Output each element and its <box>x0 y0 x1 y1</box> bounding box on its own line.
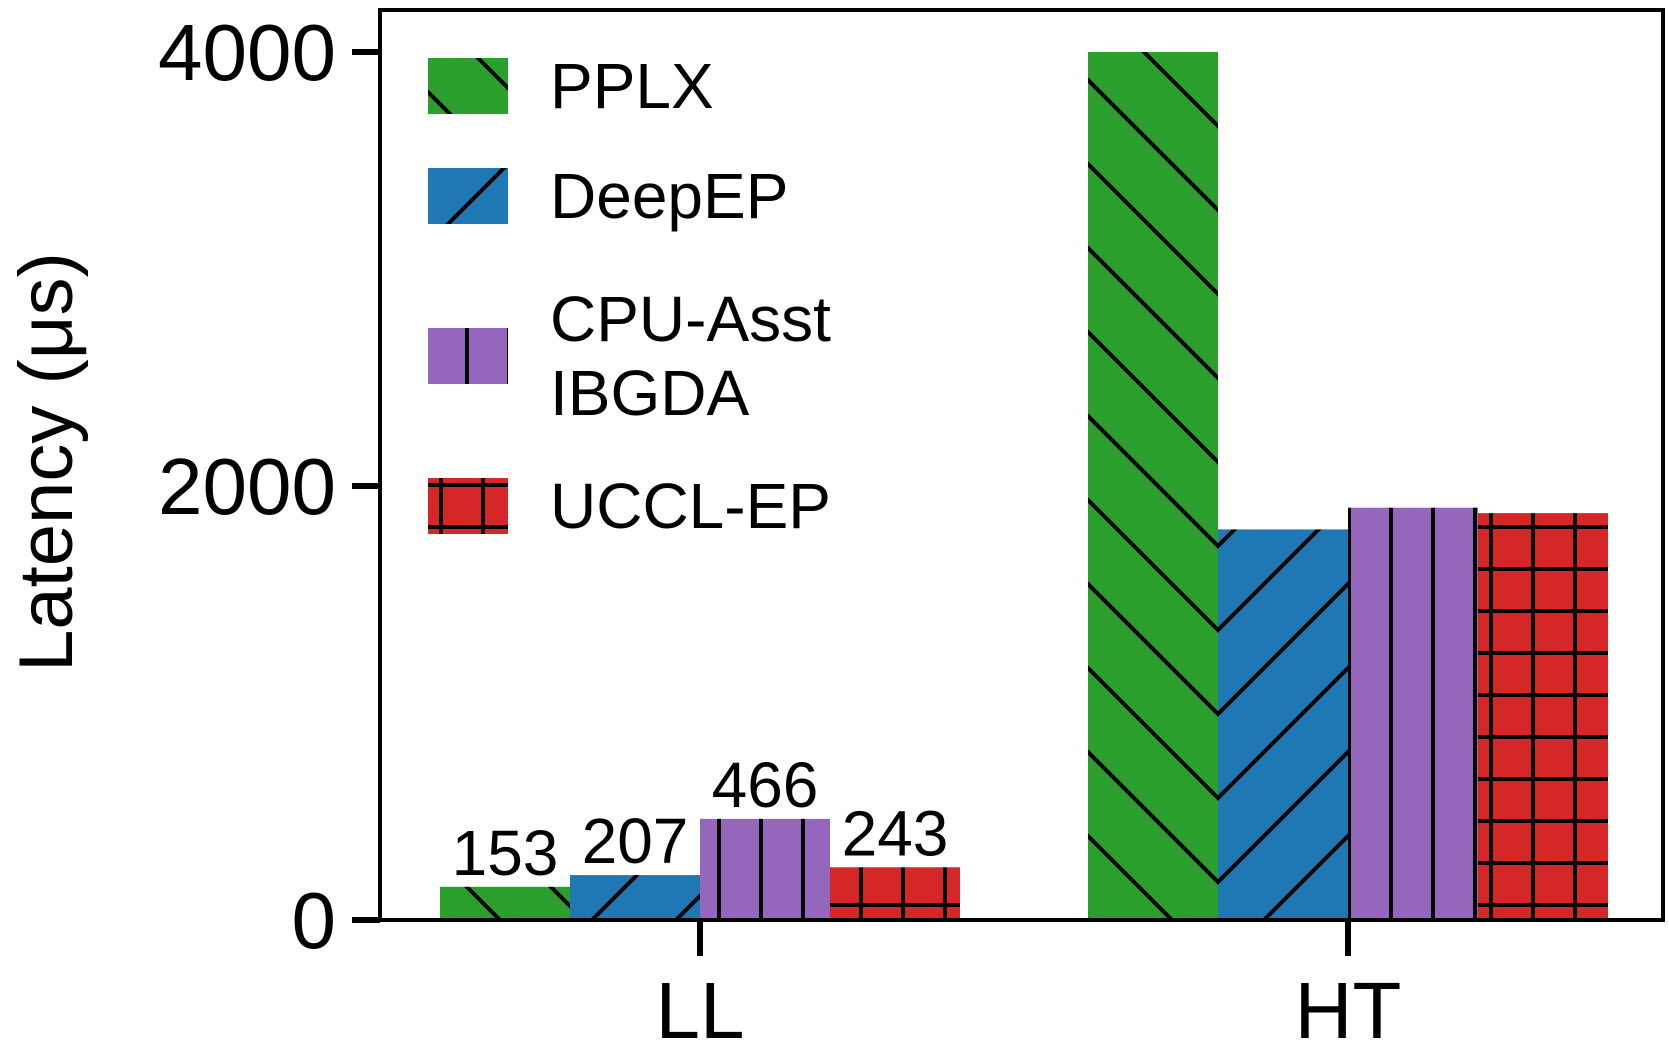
legend-label: DeepEP <box>550 160 788 232</box>
axes-layer: 0 2000 4000 LL HT <box>158 8 1665 1050</box>
legend-swatch-deepep <box>428 168 508 224</box>
y-tick-label: 4000 <box>158 8 336 97</box>
legend-label: UCCL-EP <box>550 470 831 542</box>
bar-ll-deepep <box>570 875 700 920</box>
bar-ht-pplx <box>1088 52 1218 920</box>
legend-swatch-pplx <box>428 58 508 114</box>
legend-label: CPU-Asst <box>550 283 831 355</box>
data-label-pplx: 153 <box>452 817 559 889</box>
legend-swatch-uccl-ep <box>428 478 508 534</box>
y-axis-title: Latency (μs) <box>4 252 89 672</box>
x-tick-label-ht: HT <box>1295 966 1402 1050</box>
bar-ht-deepep <box>1218 529 1348 920</box>
data-label-cpu-asst-ibgda: 466 <box>712 749 819 821</box>
legend-label: IBGDA <box>550 357 749 429</box>
plot-frame <box>378 8 1665 922</box>
data-label-deepep: 207 <box>582 805 689 877</box>
y-tick-label: 2000 <box>158 442 336 531</box>
bar-ht-uccl-ep <box>1478 513 1608 920</box>
x-tick-label-ll: LL <box>656 966 745 1050</box>
bars-layer <box>440 52 1608 920</box>
bar-ht-cpu-asst-ibgda <box>1348 507 1478 920</box>
bar-ll-cpu-asst-ibgda <box>700 818 830 920</box>
data-labels-layer: 153 207 466 243 <box>452 749 949 889</box>
legend-swatch-cpu-asst-ibgda <box>428 328 508 384</box>
bar-ll-pplx <box>440 886 570 920</box>
y-tick-label: 0 <box>292 876 337 965</box>
legend-label: PPLX <box>550 50 714 122</box>
data-label-uccl-ep: 243 <box>842 797 949 869</box>
bar-ll-uccl-ep <box>830 867 960 920</box>
